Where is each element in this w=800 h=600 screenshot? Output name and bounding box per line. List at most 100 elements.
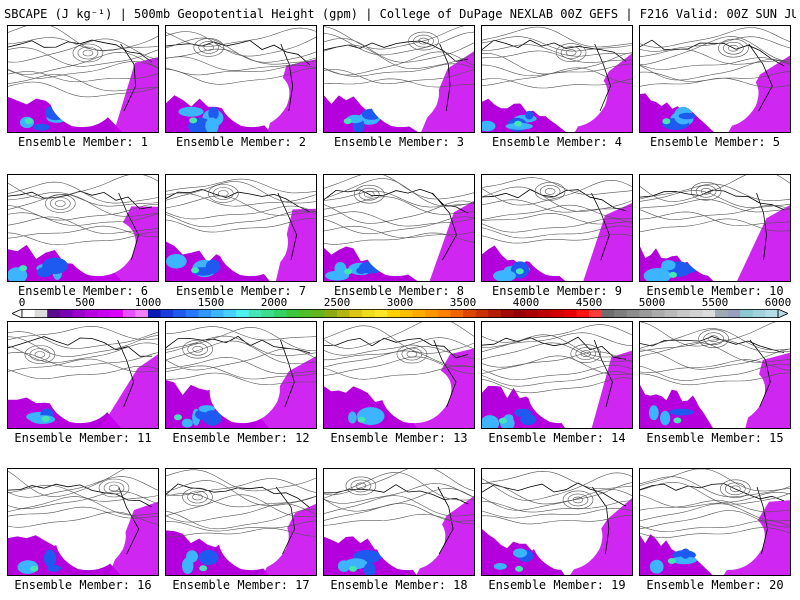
colorbar-segment xyxy=(601,309,615,318)
map-svg xyxy=(166,178,316,281)
map-svg xyxy=(166,469,316,575)
closed-low-contour xyxy=(217,190,229,197)
colorbar-segment xyxy=(248,309,262,318)
height-contour xyxy=(640,359,790,373)
height-contour xyxy=(324,469,474,496)
height-contour xyxy=(8,484,158,502)
cape-cell xyxy=(660,410,671,426)
cape-cell xyxy=(325,270,350,281)
colorbar-tick-label: 4500 xyxy=(575,296,603,309)
height-contour xyxy=(324,44,474,69)
height-contour xyxy=(324,337,474,356)
cape-cell xyxy=(348,411,357,424)
height-contour xyxy=(166,178,316,194)
closed-low-contour xyxy=(353,184,385,204)
closed-low-contour xyxy=(212,187,234,200)
cape-region xyxy=(421,51,474,132)
height-contour xyxy=(640,492,790,508)
colorbar-segment xyxy=(72,309,86,318)
land-mask xyxy=(681,218,752,277)
colorbar-segment xyxy=(135,309,149,318)
height-contour xyxy=(324,513,474,526)
height-contour xyxy=(8,192,158,207)
colorbar-segment xyxy=(500,309,514,318)
ensemble-member-label: Ensemble Member: 13 xyxy=(330,431,468,445)
height-contour xyxy=(166,64,316,76)
height-contour xyxy=(640,520,790,533)
coastline xyxy=(640,483,785,555)
height-contour xyxy=(482,218,632,233)
closed-low-contour xyxy=(103,481,125,495)
closed-low-contour xyxy=(396,344,428,364)
colorbar-segment xyxy=(160,309,174,318)
height-contour xyxy=(324,38,474,63)
height-contour xyxy=(8,47,158,67)
colorbar-segment xyxy=(299,309,313,318)
height-contours xyxy=(640,322,790,386)
height-contour xyxy=(482,26,632,48)
cape-shading xyxy=(640,55,790,132)
height-contour xyxy=(482,199,632,213)
ensemble-map-panel xyxy=(7,321,159,429)
closed-low-contour xyxy=(34,351,46,358)
map-svg xyxy=(166,27,316,132)
height-contour xyxy=(324,190,474,208)
height-contour xyxy=(324,225,474,239)
height-contour xyxy=(166,494,316,517)
height-contour xyxy=(482,63,632,77)
cape-cell xyxy=(344,558,368,570)
cape-cell xyxy=(42,257,68,274)
height-contour xyxy=(482,78,632,89)
ensemble-map-panel xyxy=(165,25,317,133)
colorbar-segment xyxy=(198,309,212,318)
closed-low-contour xyxy=(363,190,375,198)
closed-low-contour xyxy=(350,479,372,493)
ensemble-map-panel xyxy=(639,25,791,133)
colorbar-tick-label: 4000 xyxy=(512,296,540,309)
cape-shading xyxy=(640,500,790,575)
height-contour xyxy=(8,61,158,79)
map-svg xyxy=(482,324,632,428)
colorbar-segment xyxy=(211,309,224,318)
height-contour xyxy=(8,204,158,221)
height-contour xyxy=(482,225,632,239)
cape-shading xyxy=(8,57,158,132)
map-svg xyxy=(324,26,474,132)
colorbar-segment xyxy=(236,309,250,318)
height-contour xyxy=(324,365,474,380)
colorbar-segment xyxy=(589,309,602,318)
ensemble-map-panel xyxy=(481,321,633,429)
closed-low-contour xyxy=(539,185,561,198)
map-svg xyxy=(8,175,158,281)
cape-cell xyxy=(199,565,208,572)
cape-cell xyxy=(648,405,659,421)
land-mask xyxy=(694,512,765,571)
cape-shading xyxy=(166,59,316,132)
closed-low-contour xyxy=(565,49,577,56)
height-contour xyxy=(640,190,790,208)
land-mask xyxy=(694,365,766,424)
height-contour xyxy=(324,216,474,235)
closed-low-contour xyxy=(700,187,712,195)
colorbar-segment xyxy=(614,309,628,318)
cape-shading xyxy=(324,348,474,428)
cape-cell xyxy=(208,106,219,120)
height-contour xyxy=(482,470,632,490)
height-contour xyxy=(8,490,158,509)
height-contour xyxy=(324,211,474,227)
height-contour xyxy=(8,225,158,239)
height-contours xyxy=(640,469,790,539)
height-contour xyxy=(8,26,158,52)
colorbar-tick-label: 5500 xyxy=(701,296,729,309)
height-contour xyxy=(324,63,474,77)
coastline xyxy=(166,335,311,408)
closed-low-contour xyxy=(401,347,423,361)
colorbar-segment xyxy=(286,309,300,318)
colorbar-segment xyxy=(374,309,388,318)
ensemble-member-label: Ensemble Member: 3 xyxy=(333,135,465,149)
height-contour xyxy=(324,31,474,56)
ensemble-member-label: Ensemble Member: 4 xyxy=(491,135,623,149)
colorbar-scale xyxy=(12,309,788,318)
height-contours xyxy=(8,175,158,246)
cape-region xyxy=(109,501,158,575)
